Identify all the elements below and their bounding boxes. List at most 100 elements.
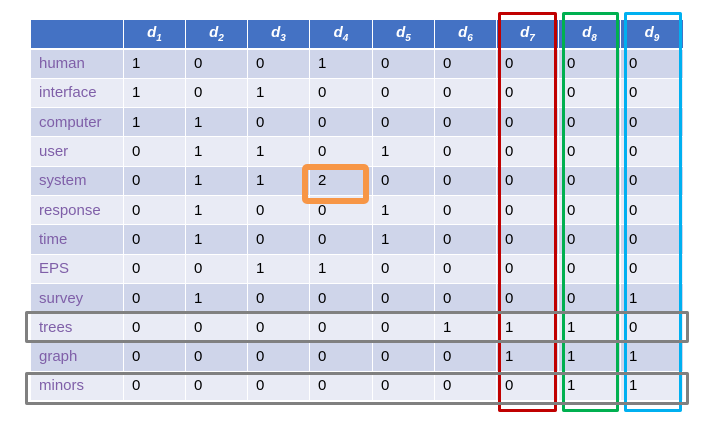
term-label: EPS — [30, 254, 124, 284]
matrix-cell: 0 — [309, 195, 373, 226]
column-header-d5: d5 — [372, 20, 435, 50]
matrix-cell: 0 — [496, 166, 559, 196]
column-header-d4: d4 — [309, 20, 373, 50]
matrix-cell: 0 — [372, 371, 435, 402]
matrix-cell: 0 — [123, 341, 186, 372]
matrix-cell: 0 — [372, 107, 435, 138]
matrix-cell: 1 — [372, 136, 435, 167]
matrix-row-minors: minors 0 0 0 0 0 0 0 1 1 — [30, 371, 684, 402]
matrix-cell: 0 — [309, 283, 373, 314]
matrix-cell: 1 — [372, 224, 435, 255]
matrix-cell: 0 — [309, 224, 373, 255]
matrix-cell: 0 — [496, 78, 559, 109]
matrix-cell: 0 — [434, 254, 497, 284]
matrix-cell: 1 — [247, 254, 310, 284]
column-header-letter: d — [458, 24, 468, 41]
matrix-cell: 1 — [496, 312, 559, 343]
matrix-row-time: time 0 1 0 0 1 0 0 0 0 — [30, 224, 684, 255]
matrix-cell: 0 — [185, 49, 248, 79]
column-header-index: 5 — [405, 33, 411, 44]
matrix-cell: 1 — [185, 195, 248, 226]
matrix-cell: 0 — [558, 224, 621, 255]
column-header-d6: d6 — [434, 20, 497, 50]
matrix-cell: 0 — [558, 166, 621, 196]
matrix-cell: 0 — [247, 283, 310, 314]
matrix-cell: 0 — [372, 254, 435, 284]
term-label: human — [30, 49, 124, 79]
matrix-cell: 1 — [185, 107, 248, 138]
column-header-letter: d — [520, 24, 530, 41]
column-header-index: 3 — [280, 33, 286, 44]
matrix-cell: 0 — [496, 136, 559, 167]
column-header-index: 4 — [342, 33, 349, 44]
matrix-cell: 0 — [496, 254, 559, 284]
matrix-cell: 1 — [620, 341, 684, 372]
matrix-cell: 0 — [558, 283, 621, 314]
matrix-cell: 1 — [558, 341, 621, 372]
column-header-letter: d — [209, 24, 219, 41]
matrix-cell: 0 — [620, 166, 684, 196]
matrix-cell: 1 — [247, 136, 310, 167]
matrix-cell: 1 — [558, 312, 621, 343]
matrix-cell: 0 — [247, 312, 310, 343]
matrix-cell: 1 — [620, 371, 684, 402]
column-header-index: 9 — [653, 33, 660, 44]
matrix-cell: 0 — [496, 195, 559, 226]
matrix-cell: 1 — [185, 283, 248, 314]
matrix-cell: 0 — [496, 224, 559, 255]
column-header-index: 1 — [156, 33, 162, 44]
matrix-cell: 0 — [372, 49, 435, 79]
matrix-row-eps: EPS 0 0 1 1 0 0 0 0 0 — [30, 254, 684, 284]
matrix-cell: 1 — [620, 283, 684, 314]
column-header-d3: d3 — [247, 20, 310, 50]
column-header-d2: d2 — [185, 20, 248, 50]
column-header-index: 2 — [218, 33, 224, 44]
matrix-cell: 0 — [185, 312, 248, 343]
column-header-letter: d — [644, 24, 654, 41]
matrix-cell: 1 — [123, 49, 186, 79]
matrix-body: human 1 0 0 1 0 0 0 0 0 interface 1 0 1 0 0 0 0 0 0 computer… — [30, 49, 684, 402]
matrix-cell: 1 — [185, 166, 248, 196]
matrix-cell: 1 — [247, 166, 310, 196]
matrix-cell: 0 — [434, 49, 497, 79]
column-header-index: 6 — [467, 33, 473, 44]
matrix-cell: 1 — [185, 224, 248, 255]
matrix-cell: 0 — [247, 371, 310, 402]
matrix-cell: 0 — [185, 341, 248, 372]
matrix-cell: 1 — [247, 78, 310, 109]
matrix-cell: 0 — [123, 371, 186, 402]
matrix-cell: 0 — [185, 78, 248, 109]
column-header-letter: d — [582, 24, 592, 41]
column-header-index: 7 — [529, 33, 535, 44]
term-label: interface — [30, 78, 124, 109]
matrix-cell: 0 — [434, 371, 497, 402]
matrix-cell: 0 — [372, 283, 435, 314]
matrix-cell: 0 — [434, 166, 497, 196]
term-label: time — [30, 224, 124, 255]
matrix-cell: 0 — [434, 107, 497, 138]
term-label: system — [30, 166, 124, 196]
matrix-cell: 1 — [496, 341, 559, 372]
matrix-cell: 0 — [372, 341, 435, 372]
matrix-cell: 0 — [123, 195, 186, 226]
matrix-cell: 0 — [123, 166, 186, 196]
matrix-cell: 0 — [558, 195, 621, 226]
matrix-cell: 0 — [434, 224, 497, 255]
corner-cell — [30, 20, 124, 50]
matrix-cell: 1 — [123, 107, 186, 138]
matrix-row-system: system 0 1 1 2 0 0 0 0 0 — [30, 166, 684, 196]
matrix-row-human: human 1 0 0 1 0 0 0 0 0 — [30, 49, 684, 79]
column-header-d9: d9 — [620, 20, 684, 50]
matrix-row-user: user 0 1 1 0 1 0 0 0 0 — [30, 136, 684, 167]
matrix-cell: 1 — [558, 371, 621, 402]
matrix-cell: 0 — [123, 136, 186, 167]
matrix-cell: 0 — [247, 107, 310, 138]
matrix-cell: 1 — [123, 78, 186, 109]
term-label: user — [30, 136, 124, 167]
matrix-cell: 0 — [496, 283, 559, 314]
matrix-cell: 0 — [309, 107, 373, 138]
matrix-cell: 0 — [247, 341, 310, 372]
matrix-cell: 0 — [185, 371, 248, 402]
term-label: survey — [30, 283, 124, 314]
matrix-cell: 2 — [309, 166, 373, 196]
